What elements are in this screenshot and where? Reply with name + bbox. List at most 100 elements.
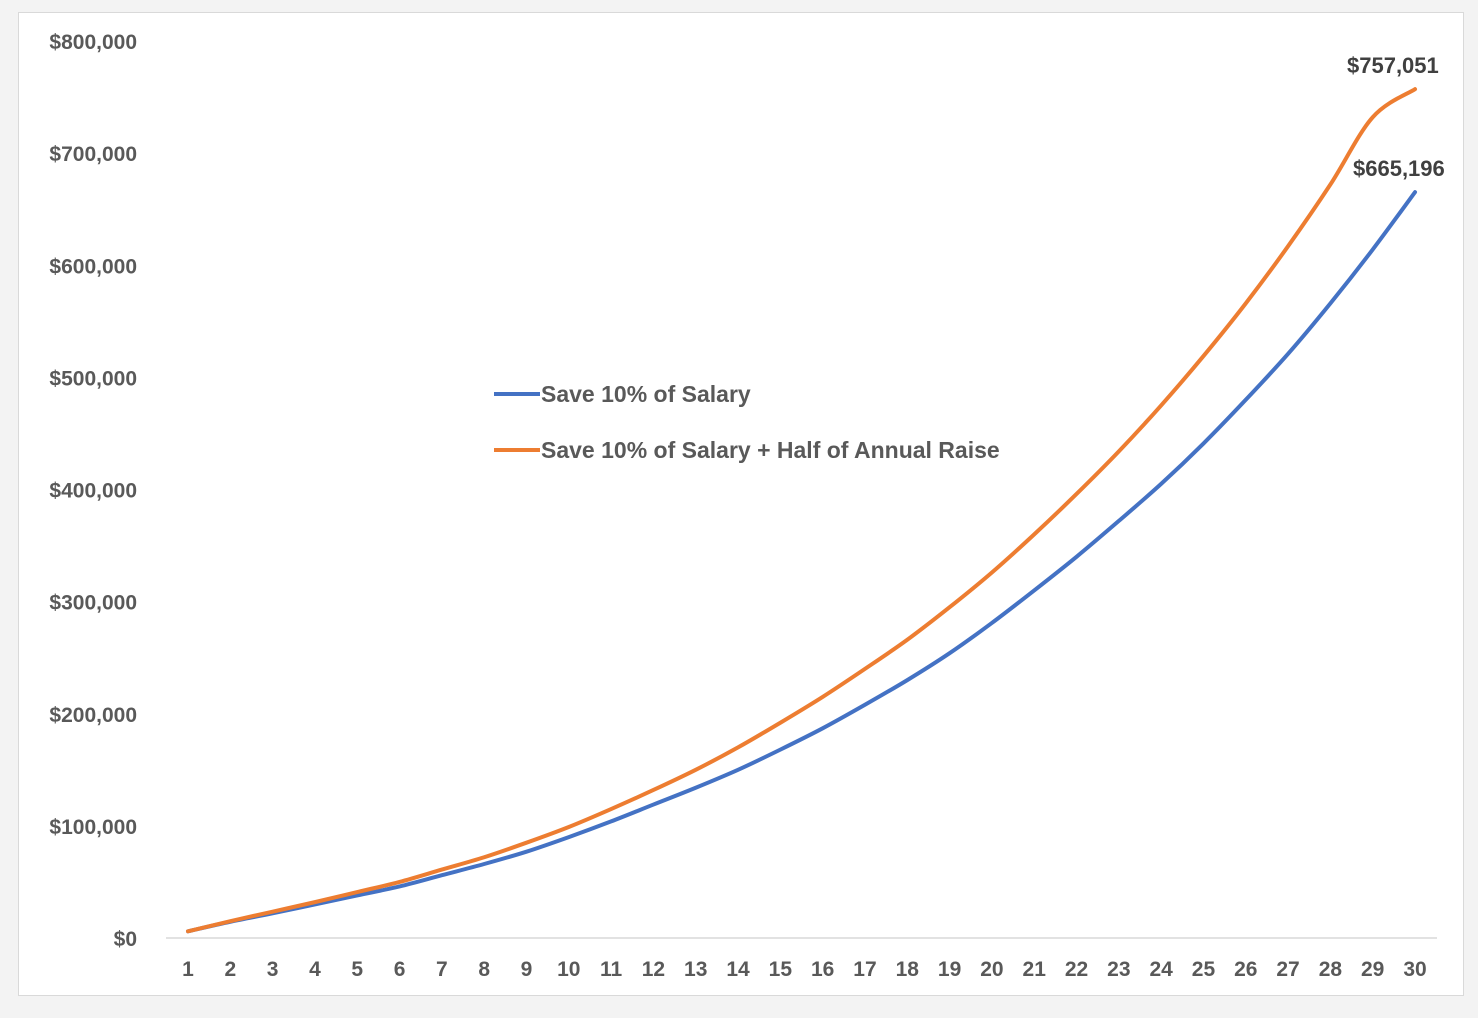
series-0-point [1032,588,1036,592]
series-1-point [905,638,909,642]
series-0-point [905,678,909,682]
x-tick-label: 25 [1192,958,1216,981]
x-tick-label: 16 [811,958,834,981]
x-tick-label: 3 [267,958,279,981]
x-tick-label: 8 [478,958,490,981]
series-1-point [228,919,232,923]
y-tick-label: $200,000 [49,704,137,727]
series-0-point [609,819,613,823]
legend-label: Save 10% of Salary [541,381,751,407]
series-1-point [440,868,444,872]
x-tick-label: 6 [394,958,406,981]
series-0-point [1413,190,1417,194]
x-tick-label: 11 [600,958,623,981]
x-tick-label: 5 [351,958,363,981]
x-tick-label: 10 [557,958,580,981]
y-tick-label: $300,000 [49,592,137,615]
series-1-point [990,570,994,574]
x-tick-label: 4 [309,958,321,981]
series-0-point [778,748,782,752]
series-0-point [1328,301,1332,305]
series-0-point [398,884,402,888]
x-tick-label: 9 [521,958,533,981]
y-tick-label: $400,000 [49,480,137,503]
x-tick-label: 12 [642,958,665,981]
series-1-point [1244,301,1248,305]
series-line-0 [186,190,1417,934]
series-1-point [1413,87,1417,91]
x-tick-label: 29 [1361,958,1384,981]
series-1-point [1032,532,1036,536]
legend-label: Save 10% of Salary + Half of Annual Rais… [541,437,1000,463]
series-1-point [1371,115,1375,119]
x-tick-label: 24 [1149,958,1173,981]
x-tick-label: 23 [1107,958,1130,981]
series-1-point [1286,244,1290,248]
x-tick-label: 22 [1065,958,1088,981]
series-1-point [1328,183,1332,187]
series-0-point [736,768,740,772]
chart-frame [18,12,1464,996]
x-tick-label: 27 [1276,958,1299,981]
series-0-point [482,862,486,866]
series-0-point [821,726,825,730]
series-0-point [694,786,698,790]
series-0-point [1244,398,1248,402]
y-tick-label: $100,000 [49,816,137,839]
series-0-point [1117,519,1121,523]
end-data-label: $757,051 [1347,53,1439,78]
y-tick-label: $600,000 [49,255,137,278]
series-1-point [355,890,359,894]
series-0-point [948,651,952,655]
x-tick-label: 7 [436,958,448,981]
series-0-point [440,873,444,877]
series-0-point [1286,352,1290,356]
series-1-point [482,855,486,859]
series-1-point [567,825,571,829]
series-1-point [694,768,698,772]
series-1-point [778,721,782,725]
series-0-point [651,803,655,807]
series-0-point [567,835,571,839]
x-tick-label: 19 [938,958,961,981]
x-tick-label: 28 [1319,958,1343,981]
series-0-point [1201,442,1205,446]
series-1-point [313,900,317,904]
series-0-point [1159,482,1163,486]
series-1-point [1159,403,1163,407]
y-tick-label: $700,000 [49,143,137,166]
series-0-point [863,703,867,707]
x-tick-label: 21 [1023,958,1047,981]
series-1-point [186,929,190,933]
x-tick-label: 20 [980,958,1003,981]
series-line-1 [186,87,1417,934]
series-1-point [398,880,402,884]
x-tick-label: 1 [182,958,194,981]
y-tick-label: $500,000 [49,367,137,390]
legend-item-1: Save 10% of Salary + Half of Annual Rais… [494,437,1000,463]
series-0-point [1075,555,1079,559]
x-tick-label: 18 [896,958,920,981]
x-tick-label: 30 [1403,958,1426,981]
y-axis-ticks: $0 $100,000 $200,000 $300,000 $400,000 $500,0… [49,31,137,951]
series-1-point [1117,449,1121,453]
series-1-point [651,788,655,792]
series-1-point [736,745,740,749]
series-1-point [863,667,867,671]
series-1-point [1075,492,1079,496]
series-1-point [524,841,528,845]
x-tick-label: 13 [684,958,707,981]
y-tick-label: $800,000 [49,31,137,54]
series-1-point [948,605,952,609]
x-tick-label: 26 [1234,958,1257,981]
x-tick-label: 14 [726,958,750,981]
legend-item-0: Save 10% of Salary [494,381,751,407]
y-tick-label: $0 [114,928,137,951]
x-tick-label: 15 [769,958,793,981]
series-1-point [609,807,613,811]
legend: Save 10% of Salary Save 10% of Salary + … [494,381,1000,463]
x-axis-ticks: 1 2 3 4 5 6 7 8 9 10 11 12 13 14 15 16 17 18 19 20 21 22 23 24 2… [182,958,1427,981]
series-lines [186,87,1417,934]
series-0-point [990,621,994,625]
